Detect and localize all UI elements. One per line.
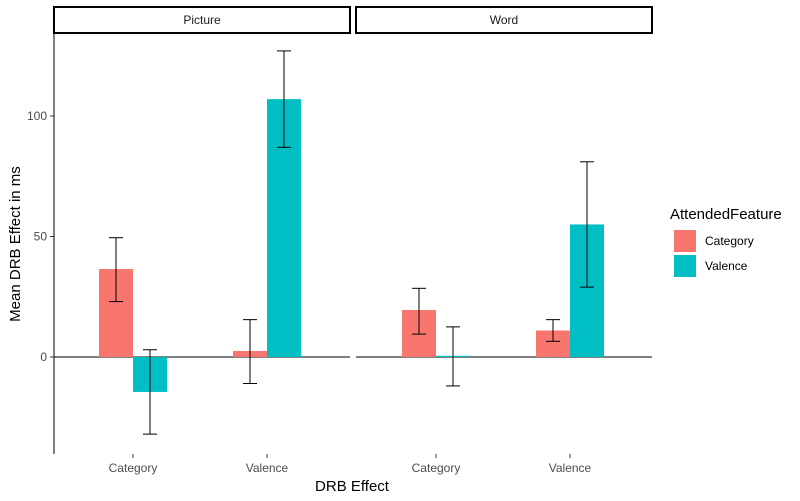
error-bar-valence-valence xyxy=(277,50,291,148)
y-tick-label: 50 xyxy=(34,230,48,244)
legend-label: Category xyxy=(705,234,754,248)
facet-title: Picture xyxy=(183,13,221,27)
legend-item-valence: Valence xyxy=(674,255,748,277)
legend: AttendedFeature Category Valence xyxy=(670,206,782,277)
legend-item-category: Category xyxy=(674,230,754,252)
error-bar-category-valence xyxy=(243,319,257,385)
x-axis-title: DRB Effect xyxy=(315,478,390,495)
legend-title: AttendedFeature xyxy=(670,206,782,223)
panel-picture: Picture Category Valence xyxy=(53,6,351,475)
legend-swatch xyxy=(674,255,696,277)
legend-swatch xyxy=(674,230,696,252)
y-axis-title: Mean DRB Effect in ms xyxy=(7,166,24,322)
panels-layer: Picture Category Valence Word Category Valenc… xyxy=(53,6,653,475)
facet-title: Word xyxy=(490,13,518,27)
facet-strip xyxy=(53,6,351,34)
legend-label: Valence xyxy=(705,259,748,273)
y-tick-label: 0 xyxy=(40,350,47,364)
error-bar-category-category xyxy=(412,287,426,335)
error-bar-category-valence xyxy=(546,319,560,342)
x-tick-label: Category xyxy=(109,461,158,475)
x-tick-label: Valence xyxy=(246,461,289,475)
x-tick-label: Category xyxy=(412,461,461,475)
y-tick-label: 100 xyxy=(27,109,47,123)
error-bar-valence-category xyxy=(446,326,460,387)
error-bar-category-category xyxy=(109,237,123,303)
y-axis: 0 50 100 xyxy=(27,34,55,454)
error-bar-valence-category xyxy=(143,349,157,435)
panel-word: Word Category Valence xyxy=(355,6,653,475)
error-bar-valence-valence xyxy=(580,161,594,288)
facet-strip xyxy=(355,6,653,34)
x-tick-label: Valence xyxy=(549,461,592,475)
